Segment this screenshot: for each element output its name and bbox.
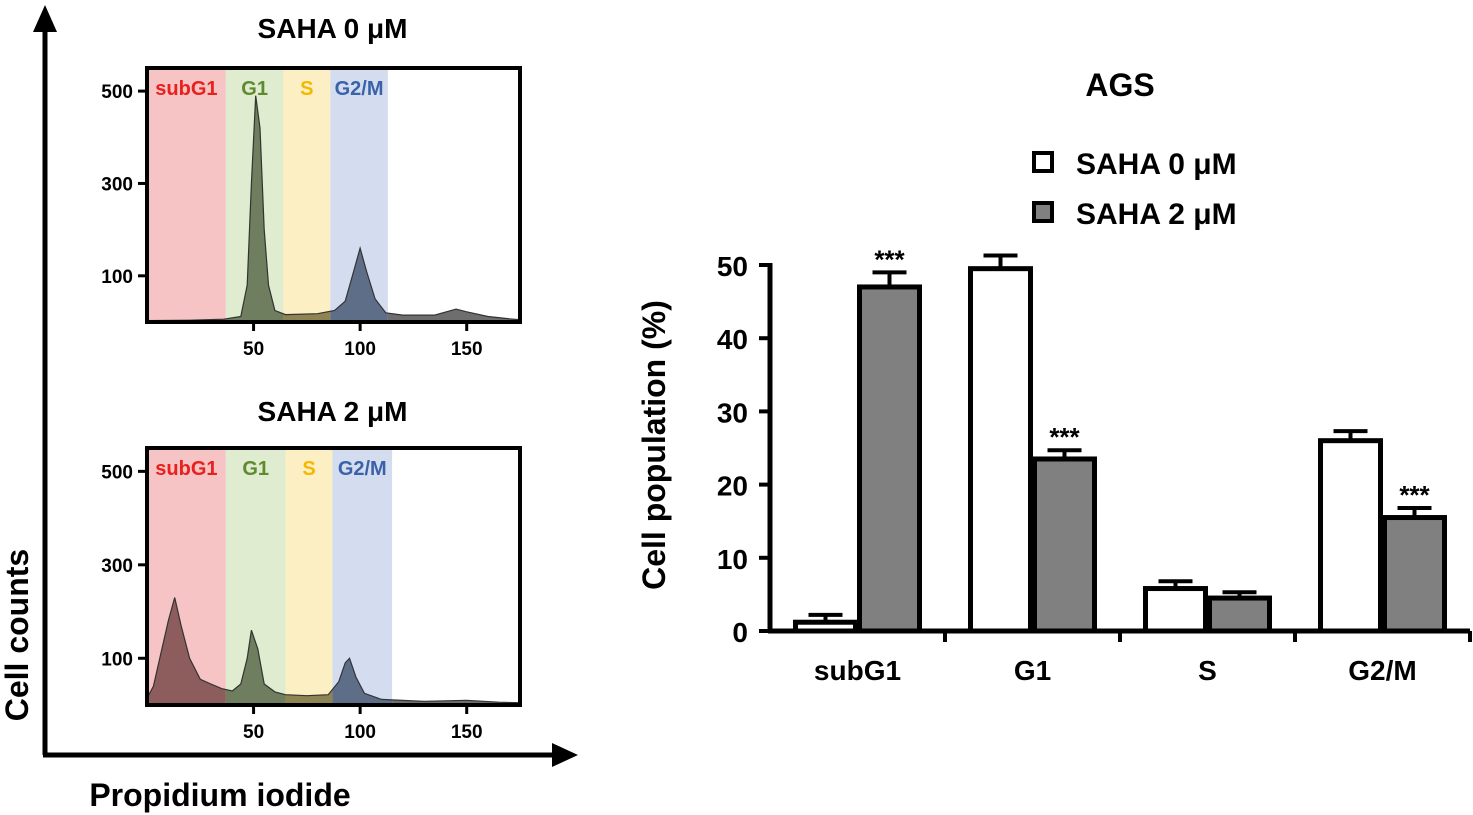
bar-saha-2-m-s bbox=[1207, 595, 1272, 634]
bar-saha-2-m-g2-m bbox=[1382, 515, 1447, 634]
bar-chart-plot: 0 10 20 30 40 50 subG1 G1 S G2/M *** *** *** bbox=[717, 244, 1472, 686]
region-band-s bbox=[285, 448, 333, 705]
bar-category-label: S bbox=[1198, 655, 1217, 686]
bar-y-tick-label: 10 bbox=[717, 544, 748, 575]
bar-category-label: subG1 bbox=[814, 655, 901, 686]
histogram-fill-g1 bbox=[225, 630, 286, 705]
bar-saha-0-m-g1 bbox=[968, 266, 1033, 634]
histogram-saha-0: SAHA 0 μM subG1 G1 S G2/M 500 300 100 50 100 150 bbox=[101, 13, 522, 360]
histogram-fill-subg1 bbox=[147, 597, 226, 705]
histogram-saha-2: SAHA 2 μM subG1 G1 S G2/M 500 300 100 50 100 150 bbox=[101, 396, 522, 743]
region-label-g2-m: G2/M bbox=[338, 458, 387, 480]
bar-saha-2-m-subg1 bbox=[857, 284, 922, 634]
x-tick-label: 150 bbox=[451, 339, 483, 360]
y-tick-label: 500 bbox=[101, 82, 133, 103]
chart-y-axis-label: Cell population (%) bbox=[636, 300, 672, 590]
y-tick-label: 500 bbox=[101, 462, 133, 483]
region-band-s bbox=[283, 68, 331, 322]
region-label-g1: G1 bbox=[242, 458, 269, 480]
region-label-s: S bbox=[302, 458, 315, 480]
histogram-fill-tail bbox=[387, 309, 520, 322]
region-label-subg1: subG1 bbox=[155, 78, 217, 100]
histogram-title: SAHA 0 μM bbox=[258, 13, 408, 44]
significance-marker: *** bbox=[1399, 480, 1430, 510]
bar-saha-0-m-s bbox=[1143, 586, 1208, 634]
bar-category-label: G2/M bbox=[1348, 655, 1416, 686]
y-tick-label: 300 bbox=[101, 556, 133, 577]
flow-y-axis-arrow bbox=[33, 5, 57, 32]
legend-swatch bbox=[1032, 201, 1054, 223]
bar-saha-0-m-g2-m bbox=[1318, 438, 1383, 634]
histogram-fill-g1 bbox=[225, 95, 284, 322]
histogram-curve bbox=[146, 597, 521, 704]
y-tick-label: 100 bbox=[101, 649, 133, 670]
region-band-g2-m bbox=[332, 448, 393, 705]
histogram-fill-g2-m bbox=[332, 658, 393, 705]
bar-saha-2-m-g1 bbox=[1032, 456, 1097, 634]
significance-marker: *** bbox=[1049, 422, 1080, 452]
legend-swatch bbox=[1032, 151, 1054, 173]
chart-title: AGS bbox=[1085, 67, 1154, 103]
region-label-s: S bbox=[300, 78, 313, 100]
region-band-subg1 bbox=[147, 68, 226, 322]
region-label-g2-m: G2/M bbox=[335, 78, 384, 100]
bar-y-tick-label: 30 bbox=[717, 397, 748, 428]
chart-legend: SAHA 0 μM SAHA 2 μM bbox=[1032, 148, 1237, 231]
legend-label: SAHA 0 μM bbox=[1076, 148, 1237, 181]
histogram-curve bbox=[146, 95, 521, 322]
histogram-frame bbox=[145, 66, 522, 324]
flow-y-axis-label: Cell counts bbox=[0, 549, 35, 721]
significance-marker: *** bbox=[874, 244, 905, 274]
region-label-subg1: subG1 bbox=[155, 458, 217, 480]
y-tick-label: 300 bbox=[101, 174, 133, 195]
region-label-g1: G1 bbox=[241, 78, 268, 100]
x-tick-label: 150 bbox=[451, 722, 483, 743]
histogram-fill-s bbox=[285, 689, 333, 705]
y-tick-label: 100 bbox=[101, 267, 133, 288]
x-tick-label: 100 bbox=[344, 722, 376, 743]
bar-saha-0-m-subg1 bbox=[793, 619, 858, 634]
histogram-frame bbox=[145, 446, 522, 707]
x-tick-label: 50 bbox=[243, 339, 264, 360]
histogram-fill-g2-m bbox=[330, 248, 388, 322]
legend-label: SAHA 2 μM bbox=[1076, 198, 1237, 231]
bar-category-label: G1 bbox=[1014, 655, 1051, 686]
bar-y-tick-label: 50 bbox=[717, 251, 748, 282]
bar-y-tick-label: 40 bbox=[717, 324, 748, 355]
bar-y-tick-label: 0 bbox=[732, 617, 748, 648]
flow-x-axis-arrow bbox=[552, 743, 578, 767]
bar-y-tick-label: 20 bbox=[717, 471, 748, 502]
flow-x-axis-label: Propidium iodide bbox=[89, 777, 350, 813]
histogram-title: SAHA 2 μM bbox=[258, 396, 408, 427]
x-tick-label: 100 bbox=[344, 339, 376, 360]
x-tick-label: 50 bbox=[243, 722, 264, 743]
